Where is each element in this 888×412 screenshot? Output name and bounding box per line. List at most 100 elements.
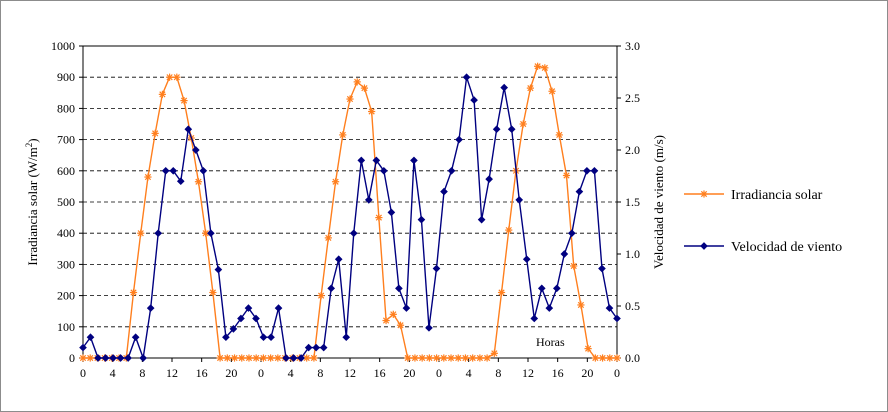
series-irradiancia-solar	[79, 62, 621, 362]
data-point-irradiancia	[483, 354, 491, 362]
data-point-viento	[312, 343, 320, 352]
data-point-viento	[553, 284, 561, 293]
y-axis-left: 0 100 200 300 400 500 600 700 800 900 1000	[51, 39, 83, 365]
data-point-viento	[237, 314, 245, 323]
x-tick-label: 0	[80, 366, 86, 380]
data-point-viento	[440, 187, 448, 196]
data-point-viento	[462, 73, 471, 82]
data-point-viento	[560, 250, 569, 258]
y-tick-label: 400	[57, 226, 75, 240]
data-point-irradiancia	[310, 354, 318, 362]
data-point-irradiancia	[144, 173, 152, 181]
y2-tick-label: 0.5	[625, 299, 640, 313]
data-point-irradiancia	[360, 84, 369, 92]
data-point-irradiancia	[324, 234, 332, 242]
x-tick-label: 16	[552, 366, 564, 380]
legend: Irradiancia solar Velocidad de viento	[684, 188, 842, 255]
data-point-irradiancia	[562, 171, 571, 180]
y-axis-label: Irradiancia solar (W/m2)	[24, 138, 40, 265]
data-point-viento	[274, 304, 283, 312]
x-tick-label: 4	[466, 366, 472, 380]
y-tick-label: 200	[57, 289, 75, 303]
series-velocidad-viento	[79, 73, 621, 362]
y-axis-right: 0.0 0.5 1.0 1.5 2.0 2.5 3.0	[617, 39, 640, 365]
data-point-irradiancia	[454, 354, 462, 362]
data-point-irradiancia	[202, 229, 210, 237]
x-tick-label: 0	[436, 366, 442, 380]
x-tick-label: 12	[166, 366, 178, 380]
data-point-irradiancia	[591, 354, 599, 362]
x-tick-label: 12	[344, 366, 356, 380]
data-point-irradiancia	[223, 354, 231, 362]
x-tick-label: 16	[196, 366, 208, 380]
data-point-irradiancia	[165, 73, 174, 81]
y2-tick-label: 1.0	[625, 247, 640, 261]
y-tick-label: 900	[57, 70, 75, 84]
data-point-viento	[477, 215, 486, 224]
data-point-irradiancia	[353, 78, 361, 86]
data-point-viento	[154, 229, 163, 238]
data-point-viento	[485, 175, 493, 183]
data-point-viento	[207, 229, 215, 238]
y-axis-label-close: )	[25, 138, 40, 142]
data-point-irradiancia	[259, 354, 268, 362]
y-tick-label: 100	[57, 320, 75, 334]
y2-axis-label: Velocidad de viento (m/s)	[651, 135, 666, 269]
y-axis-label-text: Irradiancia solar (W/m	[25, 147, 40, 265]
data-point-irradiancia	[331, 178, 340, 186]
data-point-irradiancia	[476, 354, 484, 362]
data-point-viento	[530, 314, 539, 323]
x-axis-annotation: Horas	[536, 335, 565, 349]
data-point-viento	[131, 333, 140, 342]
data-point-viento	[327, 284, 336, 293]
data-point-irradiancia	[584, 345, 592, 353]
data-point-viento	[244, 304, 253, 312]
data-point-irradiancia	[86, 354, 94, 362]
data-point-irradiancia	[230, 354, 239, 362]
data-point-irradiancia	[267, 354, 275, 362]
x-tick-label: 16	[374, 366, 386, 380]
data-point-viento	[387, 208, 396, 217]
y-tick-label: 300	[57, 257, 75, 271]
data-point-irradiancia	[432, 354, 441, 362]
data-point-irradiancia	[245, 354, 253, 362]
data-point-viento	[470, 96, 478, 104]
legend-item-irradiancia-solar: Irradiancia solar	[684, 188, 823, 203]
data-point-viento	[282, 354, 290, 362]
data-point-irradiancia	[577, 301, 585, 309]
data-point-irradiancia	[548, 87, 556, 95]
data-point-irradiancia	[389, 310, 397, 318]
data-point-viento	[199, 166, 208, 175]
data-point-viento	[613, 314, 621, 323]
y2-tick-label: 3.0	[625, 39, 640, 53]
data-point-irradiancia	[238, 354, 246, 362]
data-point-irradiancia	[447, 354, 455, 362]
x-tick-label: 12	[522, 366, 534, 380]
data-point-viento	[425, 324, 433, 332]
data-point-irradiancia	[129, 288, 138, 297]
data-point-viento	[590, 166, 599, 175]
data-point-viento	[342, 333, 351, 342]
series-line	[83, 65, 617, 359]
data-point-irradiancia	[382, 316, 390, 325]
legend-asterisk-icon	[700, 190, 708, 198]
x-tick-label: 8	[317, 366, 323, 380]
data-point-viento	[515, 196, 524, 204]
data-point-viento	[455, 135, 463, 144]
data-point-viento	[319, 343, 328, 352]
data-point-viento	[598, 264, 606, 273]
data-point-viento	[222, 333, 230, 342]
data-point-irradiancia	[411, 354, 419, 362]
data-point-viento	[146, 304, 155, 312]
data-point-viento	[191, 146, 200, 154]
data-point-irradiancia	[469, 354, 477, 362]
data-point-viento	[349, 229, 358, 238]
data-point-viento	[214, 265, 223, 274]
data-point-irradiancia	[425, 354, 433, 362]
data-point-viento	[568, 229, 576, 238]
y2-tick-label: 0.0	[625, 351, 640, 365]
data-point-viento	[500, 83, 509, 92]
y-tick-label: 700	[57, 133, 75, 147]
x-tick-label: 8	[139, 366, 145, 380]
